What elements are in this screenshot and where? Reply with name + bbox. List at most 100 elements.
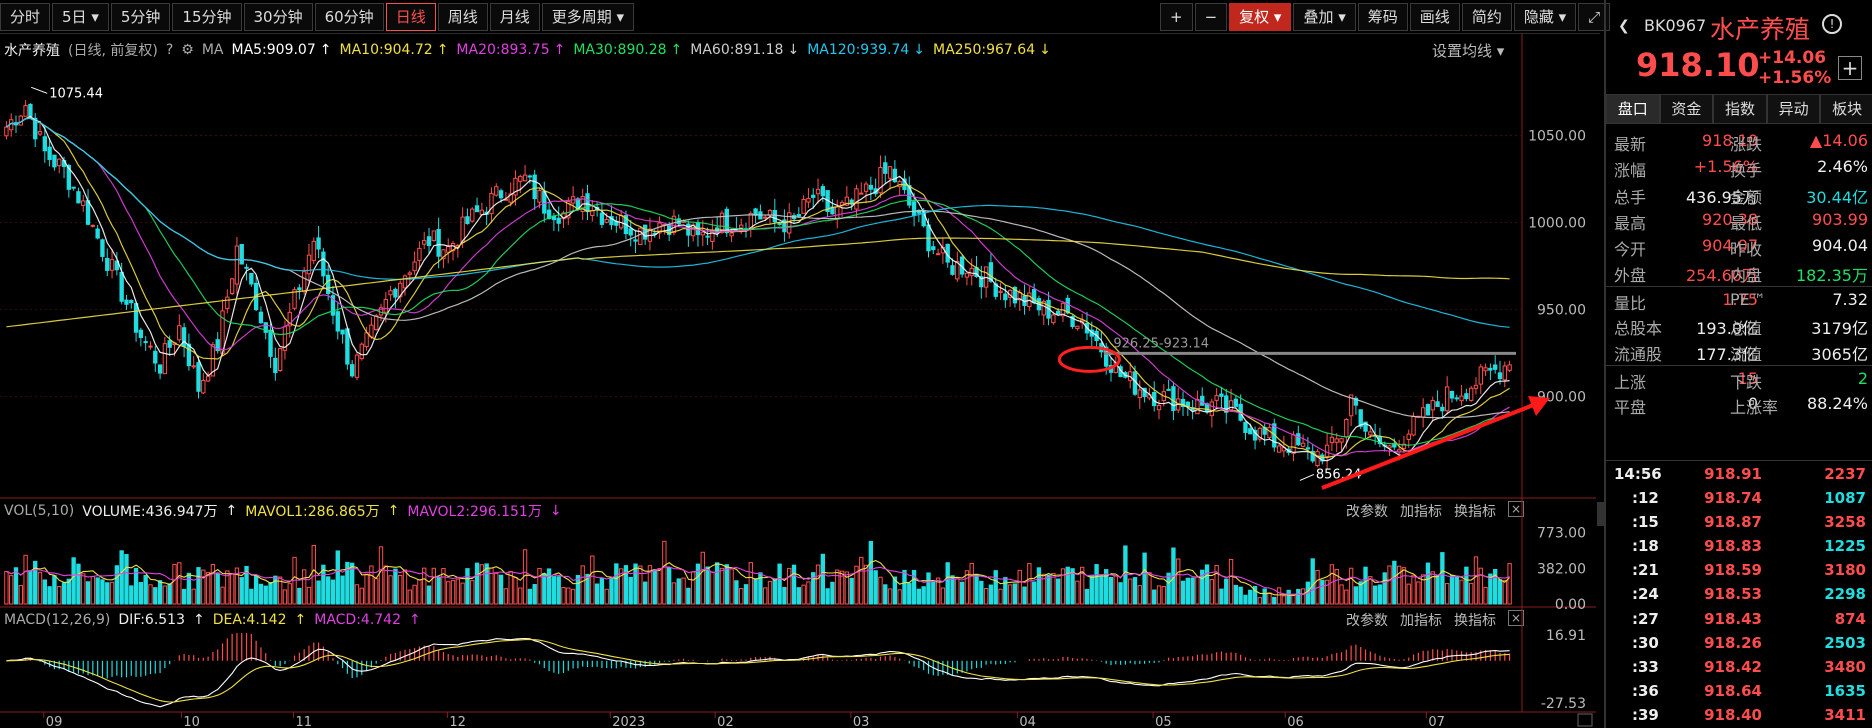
volume-bar (806, 581, 811, 605)
macd-params-button[interactable]: 改参数 (1346, 613, 1388, 629)
volume-bar (599, 577, 605, 605)
volume-bar (143, 574, 148, 605)
candle-body (205, 375, 211, 382)
back-icon[interactable]: ❮ (1618, 18, 1630, 34)
candle-body (609, 216, 614, 226)
candle-body (719, 212, 725, 234)
simple-button[interactable]: 简约 (1461, 3, 1512, 31)
period-tab-6[interactable]: 日线 (385, 2, 436, 31)
zoom-in-button[interactable]: + (1160, 3, 1193, 31)
candle-body (301, 271, 307, 292)
volume-bar (225, 570, 230, 605)
x-tick-label: 07 (1428, 715, 1445, 728)
quote-tab-0[interactable]: 盘口 (1606, 94, 1660, 124)
candle-body (1156, 404, 1162, 411)
macd-switch-indicator-button[interactable]: 换指标 (1454, 613, 1496, 629)
volume-bar (474, 562, 480, 605)
quote-value: 1.75 (1722, 289, 1758, 309)
volume-bar (325, 576, 331, 605)
candle-body (1219, 393, 1224, 397)
volume-bar (398, 574, 403, 605)
volume-bar (1267, 592, 1272, 605)
tick-time: :39 (1632, 705, 1659, 724)
volume-bar (1502, 580, 1507, 605)
volume-bar (494, 572, 499, 605)
quote-tab-4[interactable]: 板块 (1820, 94, 1872, 124)
draw-line-button[interactable]: 画线 (1409, 3, 1460, 31)
volume-bar (239, 577, 244, 605)
quote-tab-3[interactable]: 异动 (1766, 94, 1821, 124)
volume-bar (1017, 569, 1022, 605)
candle-body (638, 227, 643, 246)
kline-chart[interactable]: 1050.00 1000.00 950.00 900.00 773.00 382.00 0.… (0, 0, 1596, 728)
candle-body (138, 329, 144, 338)
period-tab-3[interactable]: 15分钟 (172, 2, 242, 31)
quote-tab-1[interactable]: 资金 (1659, 94, 1714, 124)
candle-body (1200, 395, 1205, 406)
volume-bar (316, 580, 321, 605)
candle-body (1195, 398, 1200, 415)
overlay-button[interactable]: 叠加 ▾ (1293, 3, 1356, 31)
vol-params-button[interactable]: 改参数 (1346, 504, 1388, 520)
volume-bar (1358, 581, 1363, 605)
tick-price: 918.59 (1704, 561, 1762, 580)
period-tab-2[interactable]: 5分钟 (110, 2, 171, 31)
period-tab-5[interactable]: 60分钟 (314, 2, 384, 31)
candle-body (1449, 390, 1455, 399)
candle-body (1003, 293, 1008, 301)
hide-button[interactable]: 隐藏 ▾ (1513, 3, 1577, 31)
candle-body (1248, 428, 1253, 435)
volume-bar (1079, 566, 1085, 605)
candle-body (1300, 442, 1306, 447)
quote-row: 最高 920.38 最低 903.99 (1606, 207, 1872, 233)
high-label: 1075.44 (49, 86, 103, 101)
quote-tab-2[interactable]: 指数 (1713, 94, 1767, 124)
period-tab-7[interactable]: 周线 (437, 2, 488, 31)
close-icon[interactable]: × (1508, 501, 1524, 517)
volume-bar (546, 568, 552, 605)
candle-body (66, 164, 72, 190)
volume-bar (1396, 565, 1402, 605)
candle-body (263, 322, 268, 333)
quote-value: 193.0亿 (1696, 319, 1758, 339)
zoom-out-button[interactable]: − (1194, 3, 1228, 31)
candle-body (1411, 416, 1416, 436)
vol-switch-indicator-button[interactable]: 换指标 (1454, 504, 1496, 520)
vol-add-indicator-button[interactable]: 加指标 (1400, 504, 1442, 520)
volume-bar (297, 587, 302, 605)
gear-icon[interactable]: ⚙ (181, 42, 194, 58)
volume-bar (191, 588, 196, 605)
help-icon[interactable]: ? (165, 42, 174, 58)
candle-body (95, 228, 100, 239)
macd-add-indicator-button[interactable]: 加指标 (1400, 613, 1442, 629)
candle-body (599, 212, 605, 225)
info-icon[interactable]: ! (1822, 14, 1842, 34)
period-tab-1[interactable]: 5日 ▾ (52, 2, 109, 31)
period-tab-0[interactable]: 分时 (0, 2, 51, 31)
add-watchlist-button[interactable]: + (1838, 56, 1862, 80)
period-tab-8[interactable]: 月线 (489, 2, 540, 31)
volume-bar (1108, 576, 1114, 605)
volume-bar (369, 565, 374, 605)
volume-bar (455, 578, 461, 605)
period-tab-4[interactable]: 30分钟 (243, 2, 313, 31)
chip-button[interactable]: 筹码 (1357, 3, 1408, 31)
volume-bar (633, 563, 638, 605)
macd-histogram (10, 633, 1511, 679)
quote-label: 流值 (1730, 345, 1763, 365)
scroll-right-icon[interactable] (1577, 713, 1593, 727)
period-tab-9[interactable]: 更多周期 ▾ (541, 2, 635, 31)
volume-bar (1406, 583, 1411, 605)
candle-body (801, 199, 806, 214)
close-icon[interactable]: × (1508, 610, 1524, 626)
fuquan-button[interactable]: 复权 ▾ (1229, 3, 1292, 31)
volume-bar (998, 588, 1003, 605)
ma-settings-button[interactable]: 设置均线 ▾ (1432, 42, 1505, 60)
candle-body (465, 216, 470, 225)
volume-bar (705, 566, 710, 605)
side-collapse-handle[interactable] (1597, 502, 1604, 526)
candle-body (81, 200, 86, 206)
candle-body (42, 136, 48, 152)
volume-bar (1142, 552, 1147, 605)
tick-time: :24 (1632, 585, 1659, 604)
